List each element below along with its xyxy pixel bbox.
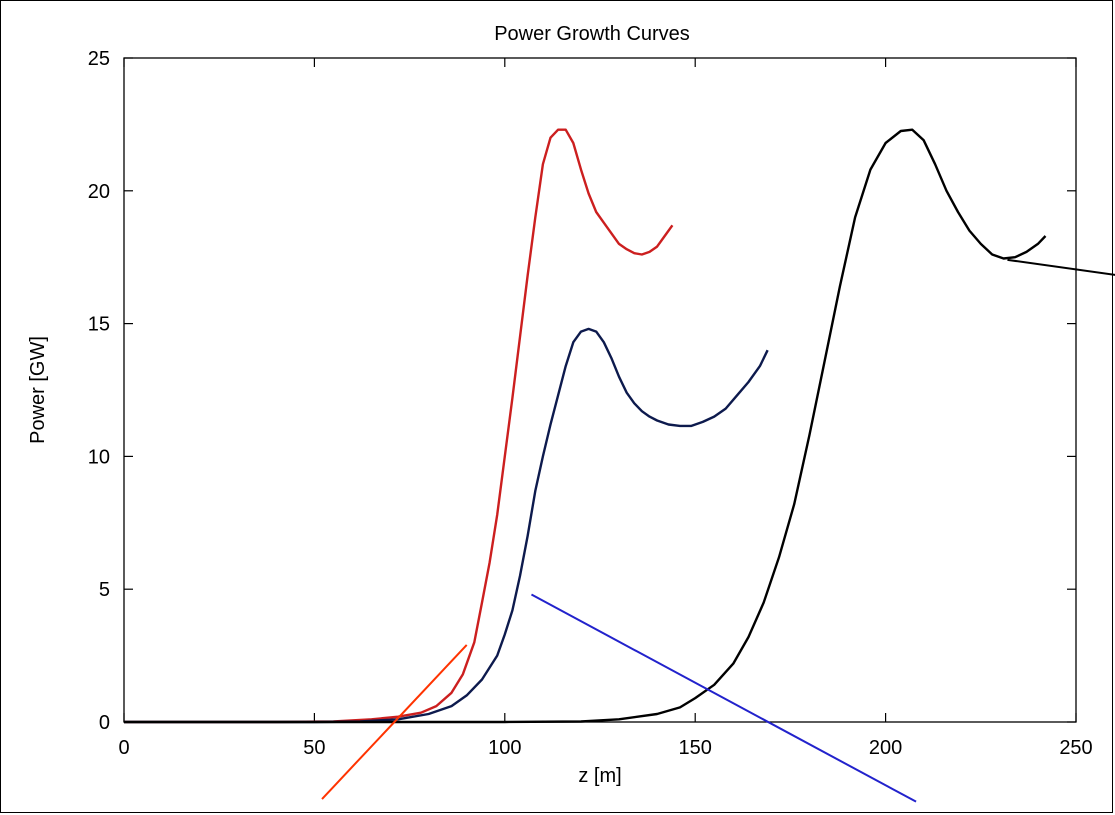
annotation-lines [321, 258, 1115, 803]
x-tick-label-4: 200 [869, 737, 902, 759]
y-tick-label-4: 20 [88, 181, 110, 203]
annotation-line-1 [530, 593, 917, 803]
y-axis-label: Power [GW] [27, 336, 49, 444]
axis-ticks [123, 57, 1077, 723]
plot-area-border [123, 57, 1077, 723]
series-line-1 [124, 327, 769, 724]
axis-tick-labels: 0 50 100 150 200 250 0 5 10 15 20 25 [88, 48, 1093, 759]
y-tick-label-1: 5 [99, 579, 110, 601]
x-tick-label-5: 250 [1059, 737, 1092, 759]
y-tick-label-3: 15 [88, 314, 110, 336]
x-tick-label-3: 150 [679, 737, 712, 759]
annotation-line-0 [321, 644, 468, 800]
series-line-2 [124, 128, 1047, 724]
chart-title: Power Growth Curves [494, 23, 690, 45]
y-tick-label-5: 25 [88, 48, 110, 70]
data-series [124, 128, 1047, 724]
series-line-0 [124, 128, 674, 724]
x-axis-label: z [m] [578, 765, 621, 787]
y-tick-label-2: 10 [88, 446, 110, 468]
x-tick-label-2: 100 [488, 737, 521, 759]
x-tick-label-1: 50 [303, 737, 325, 759]
annotation-line-2 [1007, 258, 1115, 276]
x-tick-label-0: 0 [118, 737, 129, 759]
y-tick-label-0: 0 [99, 712, 110, 734]
